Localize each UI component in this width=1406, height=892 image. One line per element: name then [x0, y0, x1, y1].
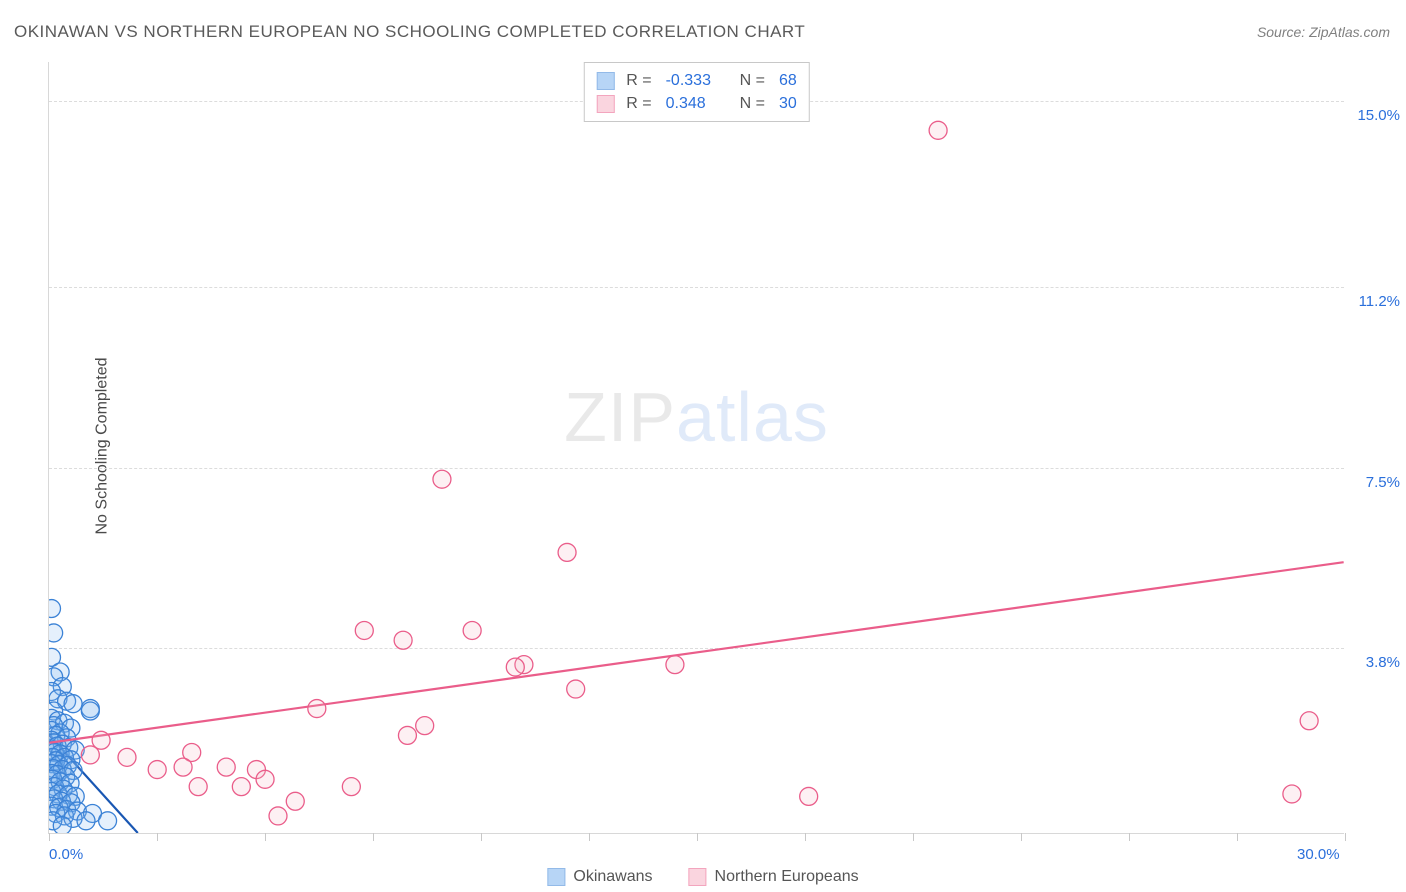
stats-legend-box: R = -0.333 N = 68 R = 0.348 N = 30: [583, 62, 809, 122]
y-tick-label: 11.2%: [1359, 293, 1400, 310]
stat-label-n: N =: [740, 69, 765, 92]
point-okinawans: [49, 600, 60, 618]
x-tick: [1129, 833, 1130, 841]
point-northern_europeans: [506, 658, 524, 676]
x-tick: [589, 833, 590, 841]
point-northern_europeans: [355, 622, 373, 640]
stat-label-n: N =: [740, 92, 765, 115]
source-attribution: Source: ZipAtlas.com: [1257, 24, 1390, 40]
x-tick: [265, 833, 266, 841]
legend-item-northern_europeans: Northern Europeans: [689, 868, 859, 886]
x-tick: [157, 833, 158, 841]
legend-item-okinawans: Okinawans: [547, 868, 652, 886]
point-northern_europeans: [567, 680, 585, 698]
swatch-northern_europeans: [596, 95, 614, 113]
trend-line-northern_europeans: [49, 562, 1343, 743]
chart-title: OKINAWAN VS NORTHERN EUROPEAN NO SCHOOLI…: [14, 22, 805, 42]
point-okinawans: [53, 817, 71, 833]
point-northern_europeans: [269, 807, 287, 825]
point-northern_europeans: [81, 746, 99, 764]
point-northern_europeans: [308, 700, 326, 718]
x-tick: [697, 833, 698, 841]
point-northern_europeans: [558, 543, 576, 561]
x-axis-label: 30.0%: [1297, 846, 1340, 863]
point-northern_europeans: [189, 778, 207, 796]
point-northern_europeans: [800, 787, 818, 805]
stat-label-r: R =: [626, 92, 651, 115]
x-tick: [1021, 833, 1022, 841]
legend-label-okinawans: Okinawans: [573, 868, 652, 886]
stat-value-n: 68: [779, 69, 797, 92]
x-tick: [1345, 833, 1346, 841]
legend-label-northern_europeans: Northern Europeans: [715, 868, 859, 886]
stats-row-okinawans: R = -0.333 N = 68: [596, 69, 796, 92]
point-northern_europeans: [433, 470, 451, 488]
point-northern_europeans: [416, 717, 434, 735]
swatch-okinawans: [596, 72, 614, 90]
point-northern_europeans: [463, 622, 481, 640]
stat-value-r: -0.333: [666, 69, 720, 92]
x-tick: [373, 833, 374, 841]
point-northern_europeans: [148, 761, 166, 779]
point-northern_europeans: [929, 121, 947, 139]
chart-svg: [49, 62, 1344, 833]
plot-area: ZIPatlas R =-0.333N =68R =0.348N =30 3.8…: [48, 62, 1344, 834]
point-okinawans: [81, 702, 99, 720]
legend-swatch-northern_europeans: [689, 868, 707, 886]
x-tick: [913, 833, 914, 841]
point-northern_europeans: [394, 631, 412, 649]
point-okinawans: [64, 695, 82, 713]
point-okinawans: [77, 812, 95, 830]
y-tick-label: 15.0%: [1357, 107, 1400, 124]
point-northern_europeans: [286, 792, 304, 810]
x-axis-label: 0.0%: [49, 846, 83, 863]
y-tick-label: 3.8%: [1366, 654, 1400, 671]
point-northern_europeans: [342, 778, 360, 796]
point-northern_europeans: [398, 726, 416, 744]
point-northern_europeans: [232, 778, 250, 796]
point-northern_europeans: [118, 748, 136, 766]
point-northern_europeans: [1300, 712, 1318, 730]
stat-value-r: 0.348: [666, 92, 720, 115]
y-tick-label: 7.5%: [1366, 474, 1400, 491]
point-northern_europeans: [217, 758, 235, 776]
x-tick: [805, 833, 806, 841]
point-northern_europeans: [666, 656, 684, 674]
point-northern_europeans: [1283, 785, 1301, 803]
point-northern_europeans: [256, 770, 274, 788]
x-tick: [1237, 833, 1238, 841]
legend-swatch-okinawans: [547, 868, 565, 886]
x-tick: [49, 833, 50, 841]
point-okinawans: [99, 812, 117, 830]
stat-value-n: 30: [779, 92, 797, 115]
stats-row-northern_europeans: R = 0.348 N = 30: [596, 92, 796, 115]
point-northern_europeans: [174, 758, 192, 776]
point-okinawans: [49, 624, 63, 642]
x-tick: [481, 833, 482, 841]
series-legend: Okinawans Northern Europeans: [547, 868, 858, 886]
stat-label-r: R =: [626, 69, 651, 92]
